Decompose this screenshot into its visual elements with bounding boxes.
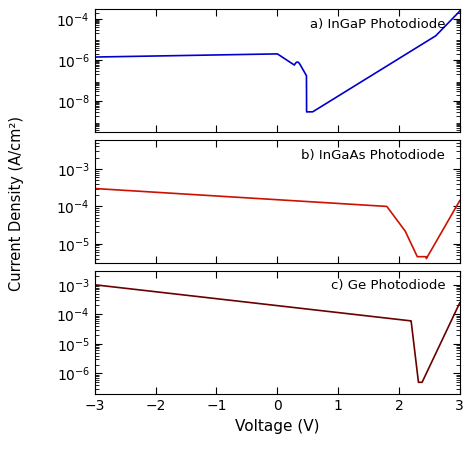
Text: Current Density (A/cm²): Current Density (A/cm²) (9, 116, 24, 291)
Text: a) InGaP Photodiode: a) InGaP Photodiode (310, 18, 445, 31)
X-axis label: Voltage (V): Voltage (V) (235, 419, 319, 434)
Text: c) Ge Photodiode: c) Ge Photodiode (330, 280, 445, 292)
Text: b) InGaAs Photodiode: b) InGaAs Photodiode (301, 149, 445, 162)
